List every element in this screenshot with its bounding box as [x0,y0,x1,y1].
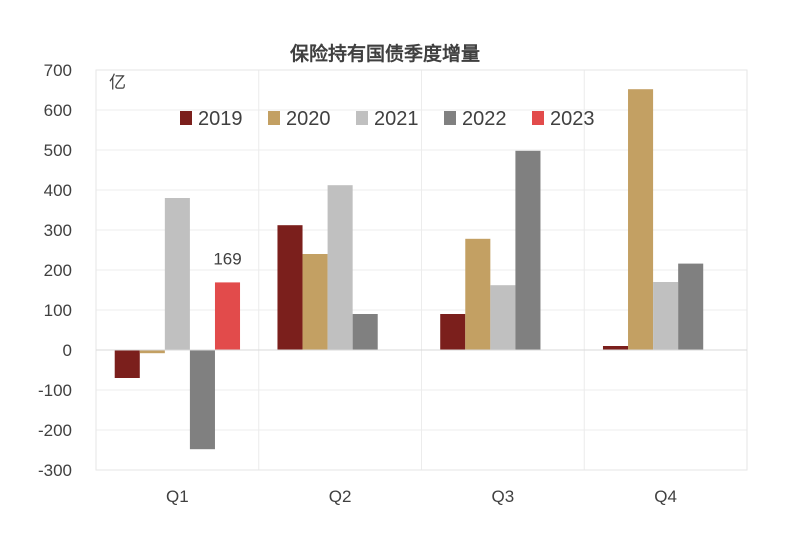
bar-2021-Q4 [653,282,679,350]
bar-2020-Q4 [628,89,654,350]
legend-swatch-2019 [180,111,192,125]
unit-label: 亿 [109,73,126,93]
chart-title: 保险持有国债季度增量 [289,42,480,65]
x-category-label: Q4 [654,487,677,506]
legend-label-2019: 2019 [198,108,243,130]
y-tick-label: 400 [44,181,72,200]
legend-label-2020: 2020 [286,108,331,130]
bar-2019-Q4 [602,346,629,350]
legend-label-2023: 2023 [550,108,595,130]
legend: 2019 2020 2021 2022 2023 [180,108,595,130]
bar-2022-Q3 [515,150,541,350]
y-tick-label: 500 [44,141,72,160]
y-tick-label: 200 [44,261,72,280]
bar-2022-Q1 [189,350,215,450]
y-axis-tick-labels: 700 600 500 400 300 200 100 0 -100 -200 -300 [38,61,72,480]
bars [114,89,704,450]
y-tick-label: 0 [63,341,72,360]
x-category-label: Q3 [492,487,515,506]
y-tick-label: -100 [38,381,72,400]
bar-2019-Q3 [440,314,466,350]
data-label: 169 [213,249,241,268]
bar-2022-Q2 [352,314,378,350]
bar-2019-Q2 [277,225,303,350]
bar-2020-Q2 [302,254,328,350]
y-tick-label: -200 [38,421,72,440]
bar-2020-Q1 [139,350,165,354]
legend-swatch-2021 [356,111,368,125]
y-tick-label: 100 [44,301,72,320]
legend-swatch-2020 [268,111,280,125]
legend-swatch-2022 [444,111,456,125]
y-tick-label: 300 [44,221,72,240]
bar-2021-Q1 [164,198,190,350]
y-tick-label: 600 [44,101,72,120]
legend-swatch-2023 [532,111,544,125]
bar-2023-Q1 [214,282,241,350]
legend-label-2022: 2022 [462,108,507,130]
x-axis-category-labels: Q1 Q2 Q3 Q4 [166,487,677,506]
y-tick-label: -300 [38,461,72,480]
bar-2022-Q4 [678,263,704,350]
x-category-label: Q1 [166,487,189,506]
x-category-label: Q2 [329,487,352,506]
y-tick-label: 700 [44,61,72,80]
bar-2020-Q3 [465,238,491,350]
bar-2021-Q2 [327,185,353,350]
bar-2019-Q1 [114,350,140,378]
plot-area-border [95,69,748,471]
legend-label-2021: 2021 [374,108,419,130]
bar-2021-Q3 [490,285,516,350]
data-labels: 169 [213,249,241,268]
